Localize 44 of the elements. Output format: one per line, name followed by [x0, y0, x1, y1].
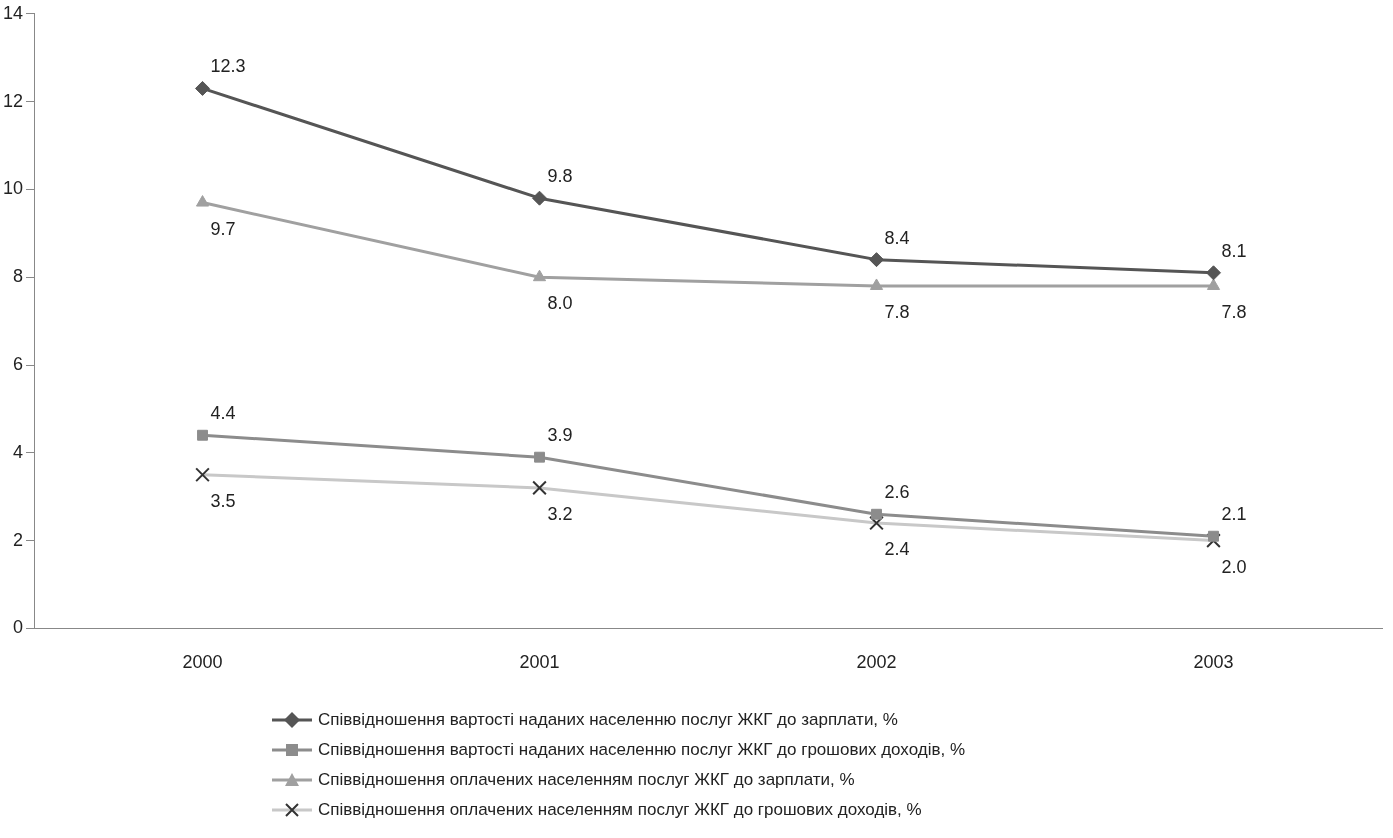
data-label: 8.0 [547, 293, 573, 314]
x-tick-label: 2002 [856, 652, 897, 673]
data-label: 9.7 [210, 218, 236, 239]
y-tick-label: 2 [13, 529, 24, 550]
point [197, 429, 208, 441]
data-label: 2.6 [884, 482, 910, 503]
legend-label: Співвідношення оплачених населенням послуг ЖКГ до зарплати, % [318, 770, 855, 790]
point [195, 80, 211, 96]
point [534, 451, 545, 463]
point [532, 269, 547, 282]
x-tick-label: 2003 [1193, 652, 1234, 673]
y-tick-label: 14 [2, 2, 24, 23]
point [1206, 278, 1221, 290]
data-label: 3.2 [547, 503, 573, 524]
y-tick-label: 4 [13, 441, 24, 462]
y-tick-label: 8 [13, 266, 24, 287]
data-label: 8.1 [1221, 240, 1247, 261]
legend-label: Співвідношення вартості наданих населенню послуг ЖКГ до грошових доходів, % [318, 740, 965, 760]
data-label: 3.5 [210, 490, 236, 511]
data-label: 7.8 [1221, 301, 1247, 322]
data-label: 3.9 [547, 425, 573, 446]
data-label: 2.0 [1221, 556, 1247, 577]
y-tick-label: 6 [13, 353, 24, 374]
legend-label: Співвідношення оплачених населенням послуг ЖКГ до грошових доходів, % [318, 800, 922, 820]
point [532, 190, 548, 206]
point [1206, 265, 1221, 281]
data-label: 12.3 [210, 56, 246, 77]
data-label: 4.4 [210, 403, 236, 424]
x-tick-label: 2001 [519, 652, 560, 673]
x-tick-label: 2000 [182, 652, 223, 673]
data-label: 2.4 [884, 539, 910, 560]
point [871, 508, 882, 520]
legend-label: Співвідношення вартості наданих населенню послуг ЖКГ до зарплати, % [318, 710, 898, 730]
point [1208, 530, 1219, 542]
y-tick-label: 0 [13, 617, 24, 638]
data-label: 9.8 [547, 166, 573, 187]
data-label: 8.4 [884, 227, 910, 248]
data-label: 7.8 [884, 301, 910, 322]
point [195, 195, 210, 207]
data-label: 2.1 [1221, 504, 1247, 525]
y-tick-label: 10 [2, 178, 24, 199]
y-tick-label: 12 [2, 90, 24, 111]
point [869, 252, 885, 268]
point [869, 278, 884, 290]
